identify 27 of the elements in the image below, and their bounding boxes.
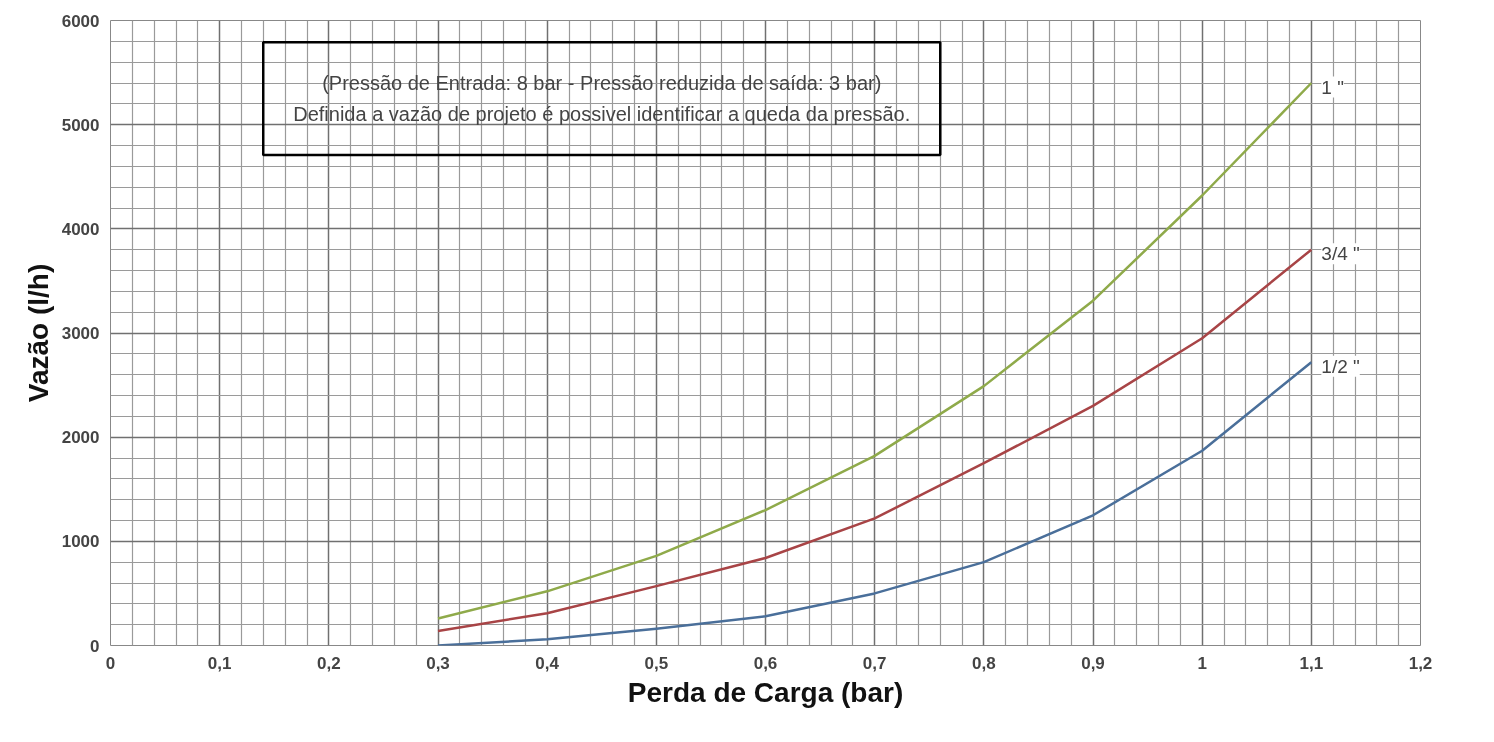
x-tick-label: 0 (105, 653, 116, 673)
y-tick-label: 6000 (61, 11, 100, 31)
x-tick-label: 1,2 (1408, 653, 1433, 673)
x-tick-label: 0,3 (426, 653, 450, 673)
x-tick-label: 0,8 (972, 653, 996, 673)
x-tick-label: 1 (1197, 653, 1207, 673)
y-tick-label: 1000 (61, 532, 100, 552)
x-tick-label: 0,9 (1081, 653, 1105, 673)
x-tick-label: 0,2 (317, 653, 341, 673)
y-axis-title: Vazão (l/h) (22, 263, 54, 403)
x-tick-label: 0,5 (644, 653, 669, 673)
x-axis-title: Perda de Carga (bar) (627, 676, 904, 708)
x-tick-label: 0,6 (753, 653, 778, 673)
x-tick-label: 1,1 (1299, 653, 1324, 673)
line-series (436, 360, 1313, 646)
series-label: 3/4 " (1321, 243, 1360, 265)
y-tick-label: 0 (90, 636, 100, 656)
series-label: 1/2 " (1321, 355, 1360, 377)
x-tick-label: 0,1 (207, 653, 232, 673)
y-tick-label: 5000 (61, 115, 100, 135)
y-tick-label: 4000 (61, 219, 100, 239)
y-tick-label: 3000 (61, 324, 100, 343)
y-tick-label: 2000 (61, 428, 100, 448)
x-tick-label: 0,4 (535, 653, 560, 673)
x-tick-label: 0,7 (862, 653, 887, 673)
series-label: 1 " (1321, 76, 1344, 98)
line-series (436, 248, 1313, 633)
